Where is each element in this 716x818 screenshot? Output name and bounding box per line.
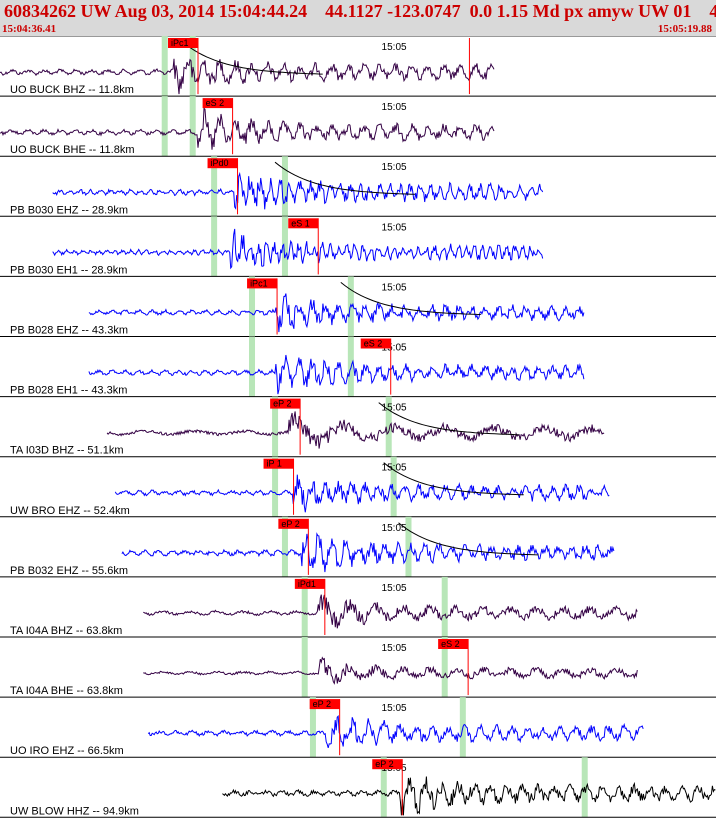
waveform-trace	[88, 354, 585, 395]
pick-label: eS 2	[206, 98, 225, 108]
waveform-trace	[52, 228, 544, 270]
station-label: PB B028 EH1 -- 43.3km	[10, 385, 127, 397]
station-label: PB B030 EH1 -- 28.9km	[10, 264, 127, 276]
station-label: PB B028 EHZ -- 43.3km	[10, 325, 128, 337]
arrival-band	[301, 576, 308, 637]
station-label: UW BRO EHZ -- 52.4km	[10, 505, 130, 517]
arrival-band	[272, 396, 279, 457]
pick-label: eP 2	[313, 699, 331, 709]
time-tick-label: 15:05	[382, 222, 407, 233]
coda-curve	[398, 522, 539, 556]
waveform-trace	[143, 656, 638, 685]
event-title: 60834262 UW Aug 03, 2014 15:04:44.24 44.…	[4, 1, 716, 21]
pick-box	[247, 278, 278, 289]
pick-box	[263, 458, 294, 469]
arrival-band	[380, 757, 387, 818]
arrival-band	[189, 36, 196, 97]
pick-label: eS 2	[441, 639, 460, 649]
start-time-label: 15:04:36.41	[2, 23, 57, 35]
arrival-band	[161, 36, 168, 97]
waveform-trace	[114, 474, 610, 513]
pick-box	[372, 759, 403, 770]
coda-curve	[340, 282, 481, 315]
time-tick-label: 15:05	[382, 42, 407, 53]
arrival-band	[281, 216, 288, 277]
pick-label: eP 2	[281, 519, 299, 529]
time-tick-label: 15:05	[382, 282, 407, 293]
arrival-band	[211, 216, 218, 277]
pick-box	[294, 578, 325, 589]
waveform-trace	[0, 58, 495, 95]
arrival-band	[281, 156, 288, 217]
arrival-band	[441, 637, 448, 698]
pick-label: iPd0	[211, 158, 229, 168]
pick-box	[278, 518, 309, 529]
arrival-band	[390, 456, 397, 517]
waveform-trace	[0, 107, 495, 150]
station-label: UO IRO EHZ -- 66.5km	[10, 745, 124, 757]
station-label: PB B030 EHZ -- 28.9km	[10, 204, 128, 216]
coda-curve	[182, 41, 323, 75]
arrival-band	[249, 276, 256, 337]
waveform-trace	[52, 171, 544, 210]
station-label: TA I04A BHZ -- 63.8km	[10, 625, 122, 637]
coda-curve	[274, 161, 416, 195]
pick-box	[168, 38, 199, 48]
arrival-band	[385, 396, 392, 457]
pick-label: iPc1	[250, 278, 268, 288]
pick-box	[360, 338, 391, 349]
waveform-trace	[88, 293, 585, 333]
pick-box	[270, 398, 301, 409]
arrival-band	[211, 156, 218, 217]
station-label: UO BUCK BHE -- 11.8km	[10, 144, 135, 156]
pick-label: iP 1	[267, 459, 282, 469]
header-bar: 60834262 UW Aug 03, 2014 15:04:44.24 44.…	[0, 0, 716, 37]
station-label: PB B032 EHZ -- 55.6km	[10, 565, 128, 577]
waveform-trace	[143, 594, 638, 629]
coda-curve	[378, 402, 519, 436]
station-label: UO BUCK BHZ -- 11.8km	[10, 84, 134, 96]
waveform-trace	[106, 411, 605, 449]
pick-label: iPc1	[171, 38, 189, 48]
time-tick-label: 15:05	[382, 703, 407, 714]
time-tick-label: 15:05	[382, 583, 407, 594]
waveform-trace	[222, 776, 716, 816]
station-label: TA I04A BHE -- 63.8km	[10, 685, 123, 697]
station-label: TA I03D BHZ -- 51.1km	[10, 445, 124, 457]
pick-box	[438, 639, 469, 649]
time-tick-label: 15:05	[382, 343, 407, 354]
arrival-band	[405, 516, 412, 577]
time-tick-label: 15:05	[382, 102, 407, 113]
pick-box	[202, 98, 233, 109]
pick-box	[207, 158, 238, 169]
arrival-band	[189, 96, 196, 157]
time-tick-label: 15:05	[382, 523, 407, 534]
pick-box	[288, 218, 319, 229]
station-label: UW BLOW HHZ -- 94.9km	[10, 805, 139, 817]
coda-curve	[383, 462, 524, 496]
time-tick-label: 15:05	[382, 162, 407, 173]
time-tick-label: 15:05	[382, 403, 407, 414]
pick-label: eS 2	[364, 339, 383, 349]
arrival-band	[441, 576, 448, 637]
arrival-band	[301, 637, 308, 698]
time-tick-label: 15:05	[382, 463, 407, 474]
pick-label: eP 2	[273, 399, 291, 409]
waveform-trace	[121, 532, 615, 573]
arrival-band	[309, 697, 316, 758]
arrival-band	[249, 336, 256, 397]
pick-box	[309, 699, 340, 710]
pick-label: eS 1	[291, 218, 310, 228]
pick-label: iPd1	[298, 579, 316, 589]
arrival-band	[272, 456, 279, 517]
arrival-band	[281, 516, 288, 577]
end-time-label: 15:05:19.88	[657, 23, 712, 35]
waveform-trace	[147, 715, 644, 749]
pick-label: eP 2	[375, 759, 393, 769]
arrival-band	[161, 96, 168, 157]
time-tick-label: 15:05	[382, 643, 407, 654]
